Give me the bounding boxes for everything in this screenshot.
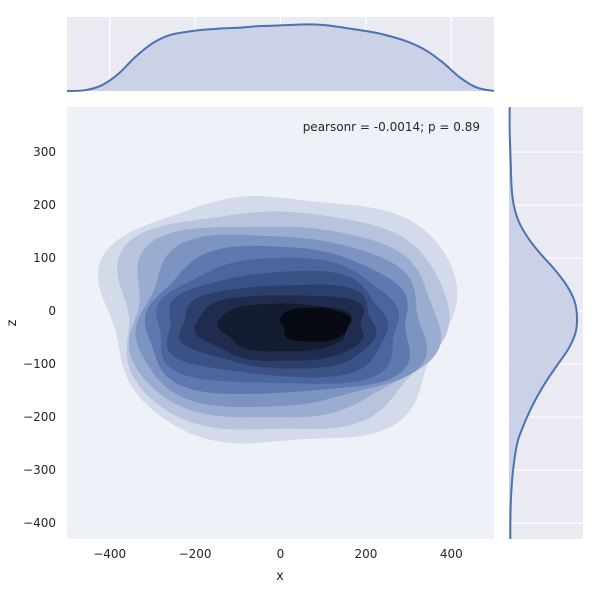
x-tick-label: 0 bbox=[277, 547, 285, 561]
y-tick-label: 0 bbox=[48, 304, 56, 318]
top-marginal-density-fill bbox=[67, 24, 494, 91]
y-tick-label: −100 bbox=[23, 357, 56, 371]
contour-group bbox=[97, 195, 458, 444]
x-tick-labels: −400 −200 0 200 400 bbox=[93, 547, 463, 561]
y-axis-label: z bbox=[5, 319, 20, 326]
x-tick-label: −200 bbox=[179, 547, 212, 561]
x-tick-label: −400 bbox=[93, 547, 126, 561]
joint-axes: pearsonr = -0.0014; p = 0.89 bbox=[67, 107, 494, 539]
y-tick-label: −200 bbox=[23, 410, 56, 424]
x-tick-label: 200 bbox=[354, 547, 377, 561]
x-axis-label: x bbox=[276, 569, 284, 584]
y-tick-label: 100 bbox=[33, 251, 56, 265]
x-tick-label: 400 bbox=[440, 547, 463, 561]
top-marginal-density-line bbox=[66, 23, 495, 92]
y-tick-label: 300 bbox=[33, 145, 56, 159]
pearson-annotation: pearsonr = -0.0014; p = 0.89 bbox=[303, 120, 480, 134]
y-tick-label: −400 bbox=[23, 516, 56, 530]
kde-contours bbox=[97, 195, 458, 444]
y-tick-label: 200 bbox=[33, 198, 56, 212]
top-marginal-axes bbox=[66, 17, 495, 92]
right-marginal-axes bbox=[508, 106, 583, 540]
y-tick-labels: −400 −300 −200 −100 0 100 200 300 bbox=[23, 145, 56, 530]
y-tick-label: −300 bbox=[23, 463, 56, 477]
right-marginal-density-line bbox=[508, 106, 579, 540]
right-marginal-density-fill bbox=[509, 107, 578, 539]
kde-contour-level bbox=[279, 307, 352, 342]
